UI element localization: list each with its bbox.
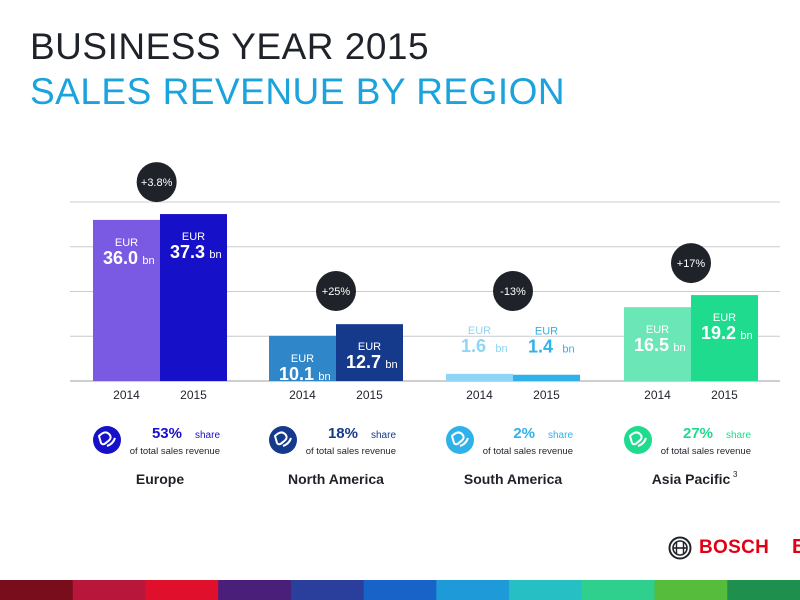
unit-suffix-label: bn (209, 249, 221, 261)
region-name: South America (464, 471, 562, 487)
change-badge (316, 271, 356, 311)
globe-icon (624, 426, 652, 454)
data-label: 36.0 (103, 248, 138, 268)
unit-prefix-label: EUR (468, 325, 491, 337)
page-subtitle: SALES REVENUE BY REGION (30, 71, 566, 112)
share-value: 53% (152, 425, 182, 442)
data-label: 37.3 (170, 242, 205, 262)
strip-segment (218, 580, 292, 600)
unit-suffix-label: bn (495, 343, 507, 355)
region-name: Europe (136, 471, 184, 487)
data-label: 1.4 (528, 337, 553, 357)
strip-segment (727, 580, 800, 600)
share-caption: of total sales revenue (661, 446, 751, 457)
x-tick-label: 2014 (466, 388, 493, 402)
bar (691, 295, 758, 381)
globe-landmass-icon (450, 431, 469, 447)
data-label: 16.5 (634, 335, 669, 355)
bar (513, 374, 580, 381)
change-label: -13% (500, 286, 526, 298)
unit-suffix-label: bn (740, 330, 752, 342)
x-tick-label: 2015 (711, 388, 738, 402)
share-suffix: share (371, 430, 396, 441)
x-tick-label: 2015 (356, 388, 383, 402)
data-label: 12.7 (346, 352, 381, 372)
strip-segment (72, 580, 147, 600)
unit-suffix-label: bn (673, 342, 685, 354)
share-suffix: share (195, 430, 220, 441)
edge-logo-fragment: B (792, 536, 800, 558)
unit-suffix-label: bn (142, 255, 154, 267)
bar (93, 219, 160, 381)
unit-prefix-label: EUR (358, 341, 381, 353)
globe-icon (446, 426, 474, 454)
change-label: +25% (322, 286, 351, 298)
globe-landmass-icon (97, 431, 116, 447)
page-title: BUSINESS YEAR 2015 (30, 26, 430, 67)
bar (446, 373, 513, 381)
share-suffix: share (726, 430, 751, 441)
unit-suffix-label: bn (318, 371, 330, 383)
share-value: 27% (683, 425, 713, 442)
share-value: 2% (513, 425, 535, 442)
strip-segment (363, 580, 438, 600)
data-label: 10.1 (279, 364, 314, 384)
unit-suffix-label: bn (562, 344, 574, 356)
bar (336, 324, 403, 381)
bar (160, 214, 227, 381)
x-tick-label: 2015 (180, 388, 207, 402)
bottom-color-strip (0, 580, 800, 600)
share-value: 18% (328, 425, 358, 442)
globe-landmass-icon (628, 431, 647, 447)
change-badge (136, 162, 177, 203)
change-label: +3.8% (141, 177, 173, 189)
strip-segment (581, 580, 656, 600)
x-tick-label: 2015 (533, 388, 560, 402)
x-tick-label: 2014 (113, 388, 140, 402)
globe-icon (269, 426, 297, 454)
data-label: 1.6 (461, 336, 486, 356)
share-suffix: share (548, 430, 573, 441)
bosch-logo: BOSCH (668, 535, 769, 561)
strip-segment (509, 580, 583, 600)
data-label: 19.2 (701, 323, 736, 343)
bar (624, 307, 691, 381)
strip-segment (654, 580, 729, 600)
unit-prefix-label: EUR (713, 312, 736, 324)
logo-wordmark: BOSCH (699, 537, 770, 558)
unit-suffix-label: bn (385, 359, 397, 371)
change-label: +17% (677, 258, 706, 270)
region-name: North America (288, 471, 384, 487)
strip-segment (436, 580, 511, 600)
unit-prefix-label: EUR (182, 231, 205, 243)
x-tick-label: 2014 (289, 388, 316, 402)
unit-prefix-label: EUR (535, 326, 558, 338)
change-badge (671, 243, 711, 284)
unit-prefix-label: EUR (646, 324, 669, 336)
share-caption: of total sales revenue (130, 446, 220, 457)
unit-prefix-label: EUR (291, 353, 314, 365)
region-name: Asia Pacific (652, 471, 731, 487)
globe-landmass-icon (273, 431, 292, 447)
bosch-armature-icon (668, 536, 692, 560)
share-caption: of total sales revenue (483, 446, 573, 457)
strip-segment (0, 580, 74, 600)
x-tick-label: 2014 (644, 388, 671, 402)
change-badge (493, 271, 533, 311)
footnote-marker: 3 (733, 470, 738, 479)
share-caption: of total sales revenue (306, 446, 396, 457)
bar (269, 335, 336, 381)
strip-segment (145, 580, 220, 600)
unit-prefix-label: EUR (115, 237, 138, 249)
globe-icon (93, 426, 121, 454)
strip-segment (290, 580, 365, 600)
